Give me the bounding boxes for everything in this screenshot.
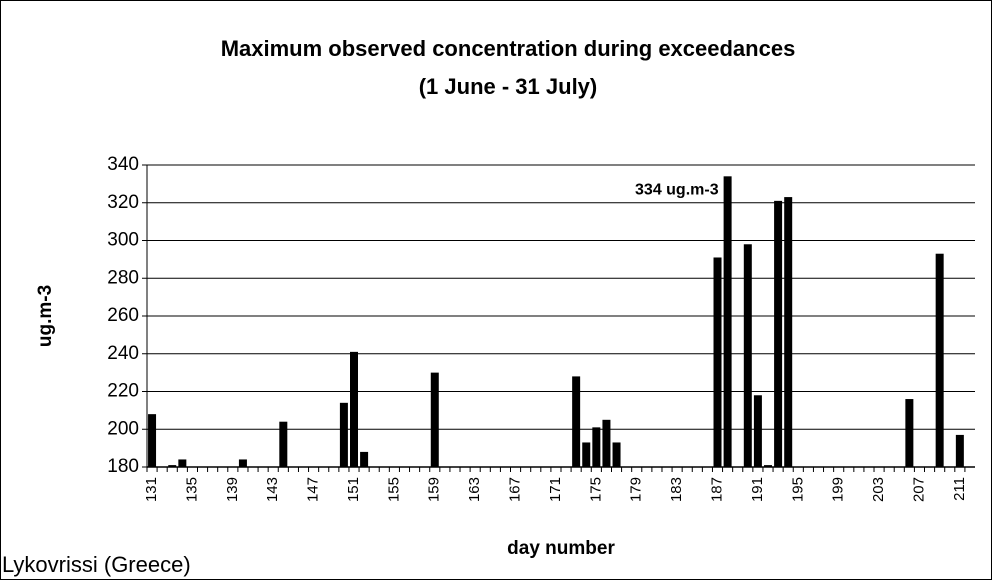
x-tick-label: 159: [426, 477, 443, 502]
x-tick-label: 207: [910, 477, 927, 502]
footnote: Lykovrissi (Greece): [2, 552, 191, 577]
y-axis-title: ug.m-3: [35, 285, 56, 347]
bar: [955, 434, 964, 467]
x-tick-label: 187: [708, 477, 725, 502]
bar: [784, 197, 793, 467]
bar: [935, 253, 944, 467]
bar: [582, 442, 591, 467]
bar: [774, 200, 783, 468]
x-tick-label: 163: [466, 477, 483, 502]
bar: [602, 419, 611, 467]
bar: [905, 399, 914, 467]
bar: [743, 244, 752, 467]
x-tick-label: 143: [264, 477, 281, 502]
x-axis-title: day number: [507, 538, 615, 559]
bar: [360, 451, 369, 467]
x-tick-label: 179: [628, 477, 645, 502]
x-tick-label: 171: [547, 477, 564, 502]
y-tick-label: 340: [107, 154, 139, 175]
x-tick-label: 155: [385, 477, 402, 502]
data-label: 334 ug.m-3: [635, 182, 719, 199]
x-tick-label: 195: [789, 477, 806, 502]
bar: [238, 459, 247, 467]
x-tick-label: 151: [345, 477, 362, 502]
x-tick-label: 175: [587, 477, 604, 502]
y-tick-label: 180: [107, 456, 139, 477]
bar: [148, 414, 157, 467]
x-tick-label: 211: [951, 477, 968, 501]
bar: [764, 465, 772, 467]
bar: [339, 402, 348, 467]
bar: [723, 176, 732, 467]
chart-title: Maximum observed concentration during ex…: [221, 36, 796, 61]
chart-subtitle: (1 June - 31 July): [419, 74, 598, 99]
bar: [612, 442, 621, 467]
y-tick-label: 320: [107, 192, 139, 213]
x-tick-label: 199: [830, 477, 847, 502]
bar: [168, 465, 177, 467]
x-tick-label: 183: [668, 477, 685, 502]
bar: [279, 421, 288, 467]
y-tick-label: 280: [107, 267, 139, 288]
y-tick-label: 200: [107, 418, 139, 439]
x-tick-label: 167: [507, 477, 524, 502]
bar: [753, 395, 762, 467]
x-tick-label: 131: [143, 477, 160, 502]
x-tick-label: 191: [749, 477, 766, 502]
bar: [713, 257, 722, 467]
x-tick-label: 203: [870, 477, 887, 502]
bar: [350, 351, 358, 467]
bar: [592, 427, 601, 467]
y-tick-label: 240: [107, 343, 139, 364]
bar: [572, 376, 581, 467]
y-tick-label: 260: [107, 305, 139, 326]
y-tick-label: 220: [107, 381, 139, 402]
x-tick-label: 147: [305, 477, 322, 502]
x-tick-label: 135: [183, 477, 200, 502]
bar: [178, 459, 187, 467]
x-tick-label: 139: [224, 477, 241, 502]
y-tick-label: 300: [107, 230, 139, 251]
bar: [430, 372, 439, 467]
